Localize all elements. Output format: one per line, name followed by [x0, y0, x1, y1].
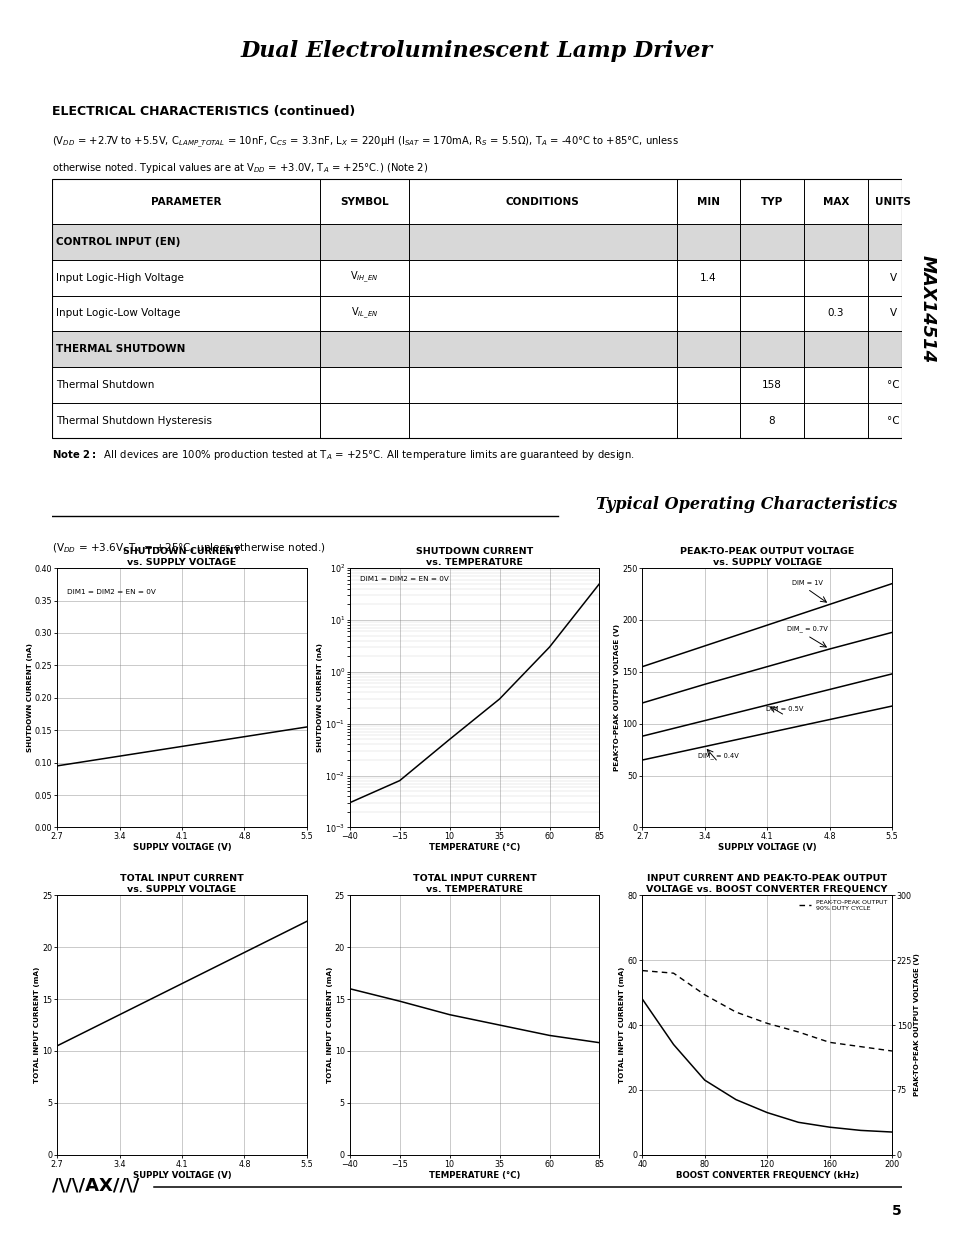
Title: SHUTDOWN CURRENT
vs. SUPPLY VOLTAGE: SHUTDOWN CURRENT vs. SUPPLY VOLTAGE	[123, 547, 240, 567]
X-axis label: TEMPERATURE (°C): TEMPERATURE (°C)	[429, 844, 519, 852]
Text: ELECTRICAL CHARACTERISTICS (continued): ELECTRICAL CHARACTERISTICS (continued)	[52, 105, 355, 119]
Y-axis label: SHUTDOWN CURRENT (nA): SHUTDOWN CURRENT (nA)	[27, 643, 32, 752]
X-axis label: SUPPLY VOLTAGE (V): SUPPLY VOLTAGE (V)	[717, 844, 816, 852]
Text: Input Logic-High Voltage: Input Logic-High Voltage	[56, 273, 184, 283]
Text: DIM_ = 0.4V: DIM_ = 0.4V	[697, 752, 738, 760]
Text: DIM = 1V: DIM = 1V	[791, 579, 821, 585]
Text: DIM1 = DIM2 = EN = 0V: DIM1 = DIM2 = EN = 0V	[359, 576, 448, 582]
Text: V: V	[888, 309, 896, 319]
Title: SHUTDOWN CURRENT
vs. TEMPERATURE: SHUTDOWN CURRENT vs. TEMPERATURE	[416, 547, 533, 567]
Text: PARAMETER: PARAMETER	[151, 196, 221, 206]
Text: Input Logic-Low Voltage: Input Logic-Low Voltage	[56, 309, 180, 319]
Text: THERMAL SHUTDOWN: THERMAL SHUTDOWN	[56, 345, 185, 354]
Text: °C: °C	[885, 415, 899, 426]
Title: TOTAL INPUT CURRENT
vs. TEMPERATURE: TOTAL INPUT CURRENT vs. TEMPERATURE	[413, 874, 536, 894]
Text: (V$_{DD}$ = +3.6V, T$_A$ = +25°C, unless otherwise noted.): (V$_{DD}$ = +3.6V, T$_A$ = +25°C, unless…	[52, 541, 326, 556]
Text: /\/\/AX//\/: /\/\/AX//\/	[52, 1177, 140, 1194]
X-axis label: SUPPLY VOLTAGE (V): SUPPLY VOLTAGE (V)	[132, 844, 232, 852]
Text: °C: °C	[885, 380, 899, 390]
Text: MAX14514: MAX14514	[918, 254, 936, 363]
Text: TYP: TYP	[760, 196, 782, 206]
X-axis label: SUPPLY VOLTAGE (V): SUPPLY VOLTAGE (V)	[132, 1171, 232, 1179]
Text: Thermal Shutdown: Thermal Shutdown	[56, 380, 154, 390]
Legend: PEAK-TO-PEAK OUTPUT
90% DUTY CYCLE: PEAK-TO-PEAK OUTPUT 90% DUTY CYCLE	[797, 899, 888, 911]
Text: Dual Electroluminescent Lamp Driver: Dual Electroluminescent Lamp Driver	[241, 41, 712, 62]
Text: MAX: MAX	[821, 196, 848, 206]
Text: V$_{IL\_EN}$: V$_{IL\_EN}$	[351, 306, 377, 321]
Text: CONTROL INPUT (EN): CONTROL INPUT (EN)	[56, 237, 180, 247]
Bar	[52, 224, 901, 259]
Text: 0.3: 0.3	[826, 309, 843, 319]
Text: $\bf{Note\ 2:}$  All devices are 100% production tested at T$_A$ = +25°C. All te: $\bf{Note\ 2:}$ All devices are 100% pro…	[52, 448, 635, 462]
Text: CONDITIONS: CONDITIONS	[505, 196, 579, 206]
Title: PEAK-TO-PEAK OUTPUT VOLTAGE
vs. SUPPLY VOLTAGE: PEAK-TO-PEAK OUTPUT VOLTAGE vs. SUPPLY V…	[679, 547, 854, 567]
Text: DIM1 = DIM2 = EN = 0V: DIM1 = DIM2 = EN = 0V	[67, 589, 156, 595]
Text: SYMBOL: SYMBOL	[340, 196, 389, 206]
Bar	[52, 331, 901, 367]
Text: 1.4: 1.4	[700, 273, 716, 283]
Text: 158: 158	[761, 380, 781, 390]
Title: TOTAL INPUT CURRENT
vs. SUPPLY VOLTAGE: TOTAL INPUT CURRENT vs. SUPPLY VOLTAGE	[120, 874, 244, 894]
Text: 5: 5	[891, 1204, 901, 1218]
Y-axis label: TOTAL INPUT CURRENT (mA): TOTAL INPUT CURRENT (mA)	[34, 967, 40, 1083]
Text: V: V	[888, 273, 896, 283]
Text: MIN: MIN	[696, 196, 720, 206]
Y-axis label: SHUTDOWN CURRENT (nA): SHUTDOWN CURRENT (nA)	[316, 643, 322, 752]
Y-axis label: TOTAL INPUT CURRENT (mA): TOTAL INPUT CURRENT (mA)	[618, 967, 624, 1083]
Text: DIM = 0.5V: DIM = 0.5V	[765, 706, 802, 713]
Text: UNITS: UNITS	[874, 196, 910, 206]
Text: V$_{IH\_EN}$: V$_{IH\_EN}$	[350, 270, 378, 285]
Text: 8: 8	[768, 415, 775, 426]
Text: otherwise noted. Typical values are at V$_{DD}$ = +3.0V, T$_A$ = +25°C.) (Note 2: otherwise noted. Typical values are at V…	[52, 162, 429, 175]
Bar	[52, 179, 901, 438]
Y-axis label: PEAK-TO-PEAK OUTPUT VOLTAGE (V): PEAK-TO-PEAK OUTPUT VOLTAGE (V)	[614, 624, 619, 772]
Y-axis label: PEAK-TO-PEAK OUTPUT VOLTAGE (V): PEAK-TO-PEAK OUTPUT VOLTAGE (V)	[913, 953, 920, 1097]
Title: INPUT CURRENT AND PEAK-TO-PEAK OUTPUT
VOLTAGE vs. BOOST CONVERTER FREQUENCY: INPUT CURRENT AND PEAK-TO-PEAK OUTPUT VO…	[646, 874, 887, 894]
X-axis label: BOOST CONVERTER FREQUENCY (kHz): BOOST CONVERTER FREQUENCY (kHz)	[675, 1171, 858, 1179]
Text: (V$_{DD}$ = +2.7V to +5.5V, C$_{LAMP\_TOTAL}$ = 10nF, C$_{CS}$ = 3.3nF, L$_X$ = : (V$_{DD}$ = +2.7V to +5.5V, C$_{LAMP\_TO…	[52, 135, 679, 151]
Text: DIM_ = 0.7V: DIM_ = 0.7V	[786, 626, 827, 632]
Text: Typical Operating Characteristics: Typical Operating Characteristics	[596, 496, 897, 514]
Y-axis label: TOTAL INPUT CURRENT (mA): TOTAL INPUT CURRENT (mA)	[326, 967, 333, 1083]
Text: Thermal Shutdown Hysteresis: Thermal Shutdown Hysteresis	[56, 415, 212, 426]
X-axis label: TEMPERATURE (°C): TEMPERATURE (°C)	[429, 1171, 519, 1179]
